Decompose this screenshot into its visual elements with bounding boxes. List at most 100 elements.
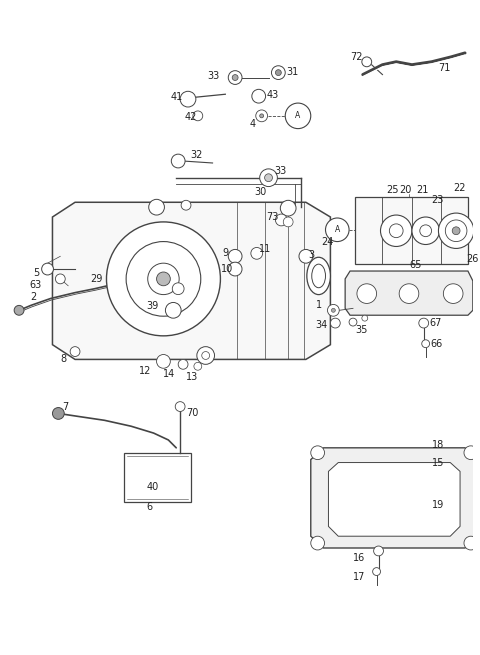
Text: 1: 1 bbox=[316, 301, 322, 310]
Circle shape bbox=[445, 220, 467, 242]
Text: 30: 30 bbox=[255, 187, 267, 197]
Circle shape bbox=[55, 274, 65, 284]
Circle shape bbox=[252, 89, 265, 103]
Circle shape bbox=[280, 200, 296, 216]
Text: 40: 40 bbox=[147, 482, 159, 492]
Text: 21: 21 bbox=[416, 185, 428, 195]
Text: 9: 9 bbox=[222, 248, 228, 258]
Circle shape bbox=[419, 318, 429, 328]
Text: 6: 6 bbox=[147, 502, 153, 512]
Text: 3: 3 bbox=[309, 250, 315, 260]
Text: A: A bbox=[295, 111, 300, 121]
Circle shape bbox=[194, 362, 202, 370]
Circle shape bbox=[327, 305, 339, 316]
Circle shape bbox=[422, 340, 430, 348]
Text: 12: 12 bbox=[139, 366, 151, 376]
Circle shape bbox=[357, 284, 377, 303]
Text: 35: 35 bbox=[355, 325, 367, 335]
Circle shape bbox=[464, 446, 478, 460]
Circle shape bbox=[325, 218, 349, 242]
Circle shape bbox=[14, 305, 24, 315]
Circle shape bbox=[349, 318, 357, 326]
Circle shape bbox=[362, 57, 372, 67]
Circle shape bbox=[148, 263, 179, 295]
Polygon shape bbox=[52, 202, 330, 360]
Circle shape bbox=[156, 354, 170, 368]
Circle shape bbox=[283, 217, 293, 227]
Circle shape bbox=[172, 283, 184, 295]
Circle shape bbox=[381, 215, 412, 246]
Circle shape bbox=[260, 169, 277, 187]
Circle shape bbox=[166, 303, 181, 318]
Polygon shape bbox=[311, 448, 478, 548]
Text: 18: 18 bbox=[432, 440, 444, 450]
Circle shape bbox=[149, 199, 165, 215]
Text: 70: 70 bbox=[186, 409, 198, 419]
Circle shape bbox=[272, 66, 285, 79]
Circle shape bbox=[464, 536, 478, 550]
Text: 19: 19 bbox=[432, 500, 444, 510]
Text: 39: 39 bbox=[147, 301, 159, 311]
Circle shape bbox=[175, 402, 185, 411]
Circle shape bbox=[52, 407, 64, 419]
Circle shape bbox=[276, 214, 287, 226]
Text: 11: 11 bbox=[259, 244, 271, 254]
Text: 22: 22 bbox=[453, 183, 466, 193]
Text: 31: 31 bbox=[286, 67, 299, 77]
Text: 7: 7 bbox=[62, 402, 69, 411]
Text: 63: 63 bbox=[30, 280, 42, 290]
Circle shape bbox=[311, 536, 324, 550]
Text: 67: 67 bbox=[430, 318, 442, 328]
Text: 25: 25 bbox=[386, 185, 399, 195]
Circle shape bbox=[420, 225, 432, 236]
Circle shape bbox=[126, 242, 201, 316]
Circle shape bbox=[228, 71, 242, 84]
Text: 16: 16 bbox=[353, 553, 365, 563]
Text: A: A bbox=[335, 225, 340, 234]
Circle shape bbox=[373, 546, 384, 556]
Text: 2: 2 bbox=[30, 291, 36, 301]
Ellipse shape bbox=[312, 264, 325, 288]
Text: 29: 29 bbox=[90, 274, 102, 284]
Text: 4: 4 bbox=[250, 119, 256, 128]
Bar bbox=[124, 453, 191, 502]
Text: 10: 10 bbox=[221, 264, 234, 274]
Text: 33: 33 bbox=[275, 166, 287, 176]
Circle shape bbox=[197, 346, 215, 364]
Circle shape bbox=[232, 75, 238, 81]
Circle shape bbox=[285, 103, 311, 128]
Text: 32: 32 bbox=[190, 150, 203, 160]
Text: 20: 20 bbox=[399, 185, 411, 195]
Circle shape bbox=[389, 224, 403, 238]
Circle shape bbox=[362, 315, 368, 321]
Circle shape bbox=[156, 272, 170, 286]
Text: 71: 71 bbox=[438, 63, 451, 73]
Circle shape bbox=[181, 200, 191, 210]
Text: 17: 17 bbox=[353, 572, 365, 582]
Circle shape bbox=[331, 309, 336, 312]
Text: 73: 73 bbox=[266, 212, 279, 222]
Text: 13: 13 bbox=[186, 372, 198, 382]
Circle shape bbox=[299, 250, 313, 263]
Circle shape bbox=[452, 227, 460, 234]
Polygon shape bbox=[328, 462, 460, 536]
Circle shape bbox=[260, 114, 264, 118]
Text: 65: 65 bbox=[409, 260, 421, 270]
Circle shape bbox=[42, 263, 53, 275]
Circle shape bbox=[264, 174, 273, 181]
Circle shape bbox=[412, 217, 439, 244]
Text: 34: 34 bbox=[316, 320, 328, 330]
Text: 26: 26 bbox=[466, 254, 479, 264]
Text: 66: 66 bbox=[431, 339, 443, 348]
Text: 33: 33 bbox=[208, 71, 220, 81]
Circle shape bbox=[70, 346, 80, 356]
Text: 14: 14 bbox=[164, 369, 176, 379]
Circle shape bbox=[228, 262, 242, 276]
Text: 24: 24 bbox=[322, 236, 334, 246]
Text: 42: 42 bbox=[184, 112, 196, 122]
Bar bbox=[355, 197, 468, 264]
Circle shape bbox=[107, 222, 220, 336]
Text: 41: 41 bbox=[170, 92, 182, 102]
Text: 72: 72 bbox=[350, 52, 362, 62]
Circle shape bbox=[444, 284, 463, 303]
